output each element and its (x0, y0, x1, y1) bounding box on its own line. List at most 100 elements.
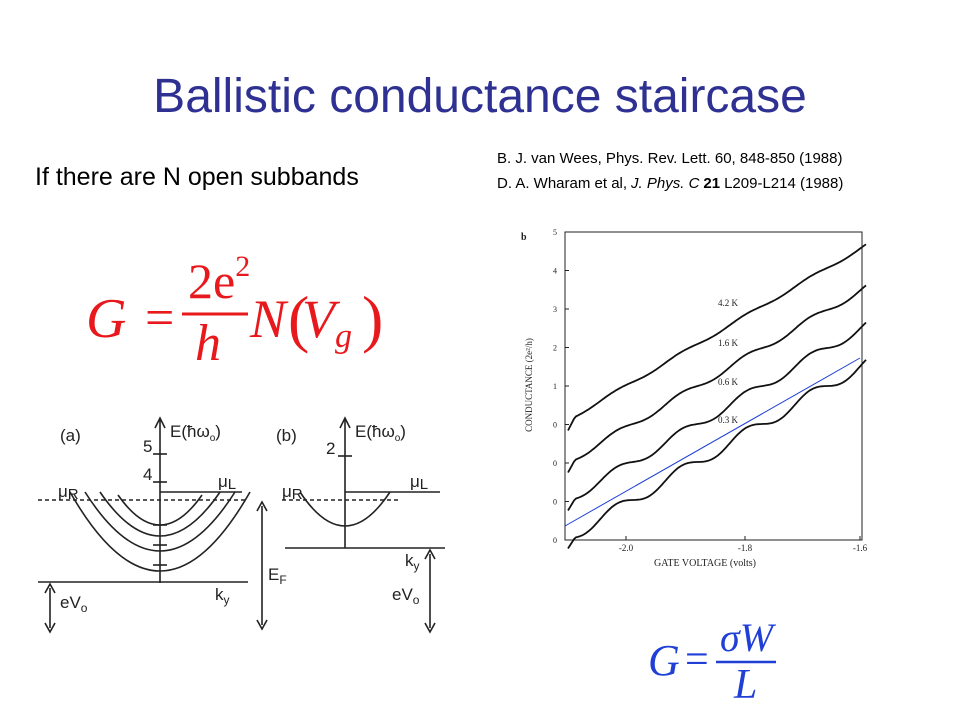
label-sub: L (420, 476, 428, 493)
formula-denominator: h (195, 315, 221, 372)
label-sub: R (292, 486, 303, 503)
axis-label: E(ħωo) (170, 422, 221, 444)
mu-label: μR (58, 482, 79, 503)
arrow (424, 548, 436, 634)
x-tick-label: -2.0 (619, 543, 634, 553)
label-text: eV (392, 585, 413, 604)
panel-label: (a) (60, 426, 81, 445)
citation-volume: 21 (703, 175, 720, 192)
label-sub: o (81, 601, 88, 615)
y-tick-label: 5 (553, 228, 557, 237)
label-sub: R (68, 486, 79, 503)
y-tick-label: 1 (553, 382, 557, 391)
formula-equals: = (145, 290, 174, 347)
fit-line (564, 357, 861, 527)
label-sub: y (224, 593, 230, 607)
citation-pages: L209-L214 (1988) (724, 175, 843, 192)
label-text: ) (400, 422, 406, 441)
figure-a: (a) (b) E(ħωo) E(ħωo) 5 4 2 μR μL μR μL … (33, 410, 459, 635)
formula-paren: ( (288, 283, 309, 354)
panel-label: b (521, 232, 527, 243)
mu-label: μL (218, 472, 236, 493)
arrow (154, 416, 166, 429)
level-label: 2 (326, 439, 335, 458)
curve (567, 321, 867, 511)
ef-label: EF (268, 565, 287, 587)
formula-factor: N (249, 289, 289, 349)
title: Ballistic conductance staircase (153, 70, 807, 123)
curve-label: 1.6 K (718, 338, 739, 348)
figure-b: b GATE VOLTAGE (volts) CONDUCTANCE (2e²/… (518, 222, 873, 574)
x-tick-label: -1.8 (738, 543, 753, 553)
formula-text: 2e (188, 253, 235, 309)
label-text: E(ħω (355, 422, 395, 441)
y-tick-label: 0 (553, 459, 557, 468)
formula-numerator: 2e2 (188, 250, 250, 309)
label-text: μ (58, 482, 68, 501)
label-text: E(ħω (170, 422, 210, 441)
formula-sup: 2 (235, 250, 250, 283)
formula-lhs: G (86, 288, 126, 350)
formula-text: V (302, 289, 341, 349)
formula-var: Vg (302, 289, 352, 355)
y-tick-label: 2 (553, 344, 557, 353)
parabola (84, 491, 236, 552)
label-sub: o (413, 593, 420, 607)
citation: B. J. van Wees, Phys. Rev. Lett. 60, 848… (497, 150, 842, 167)
label-text: μ (410, 472, 420, 491)
k-label: ky (405, 551, 420, 573)
label-sub: y (414, 559, 420, 573)
label-text: eV (60, 593, 81, 612)
y-tick-label: 0 (553, 421, 557, 430)
label-text: k (405, 551, 414, 570)
parabola (99, 491, 221, 537)
citation: D. A. Wharam et al, J. Phys. C 21 L209-L214… (497, 175, 843, 192)
curve (567, 243, 867, 431)
mu-label: μR (282, 482, 303, 503)
ev-label: eVo (392, 585, 420, 607)
parabola (69, 491, 251, 572)
panel-label: (b) (276, 426, 297, 445)
arrow (339, 416, 351, 429)
mu-label: μL (410, 472, 428, 493)
citation-authors: D. A. Wharam et al, (497, 175, 627, 192)
k-label: ky (215, 585, 230, 607)
y-tick-label: 4 (553, 267, 557, 276)
axis-label: E(ħωo) (355, 422, 406, 444)
label-sub: o (395, 433, 401, 444)
level-label: 4 (143, 465, 152, 484)
parabola (299, 491, 391, 527)
curve-label: 0.3 K (718, 415, 739, 425)
x-axis-label: GATE VOLTAGE (volts) (654, 558, 756, 569)
label-sub: L (228, 476, 236, 493)
y-tick-label: 0 (553, 536, 557, 545)
level-label: 5 (143, 437, 152, 456)
label-sub: o (210, 433, 216, 444)
figure-bg (33, 410, 459, 635)
formula-lhs: G (648, 636, 680, 685)
curve (567, 359, 867, 549)
formula-paren: ) (362, 283, 383, 354)
citation-journal: J. Phys. C (630, 175, 700, 192)
label-text: μ (218, 472, 228, 491)
y-axis-label: CONDUCTANCE (2e²/h) (524, 338, 534, 432)
y-tick-label: 0 (553, 498, 557, 507)
label-text: E (268, 565, 279, 584)
label-text: k (215, 585, 224, 604)
subtitle: If there are N open subbands (35, 163, 359, 191)
formula: G = 2e2 h N ( Vg ) (86, 250, 383, 372)
label-sub: F (279, 573, 286, 587)
formula-numerator: σW (720, 615, 777, 660)
arrow (256, 500, 268, 631)
curve (567, 284, 867, 473)
x-tick-label: -1.6 (853, 543, 868, 553)
formula-sub: g (335, 318, 352, 355)
formula: G = σW L (648, 615, 777, 708)
y-tick-label: 3 (553, 305, 557, 314)
arrow (44, 582, 56, 634)
ev-label: eVo (60, 593, 88, 615)
figure-bg (518, 222, 873, 574)
label-text: ) (215, 422, 221, 441)
formula-denominator: L (733, 662, 757, 708)
